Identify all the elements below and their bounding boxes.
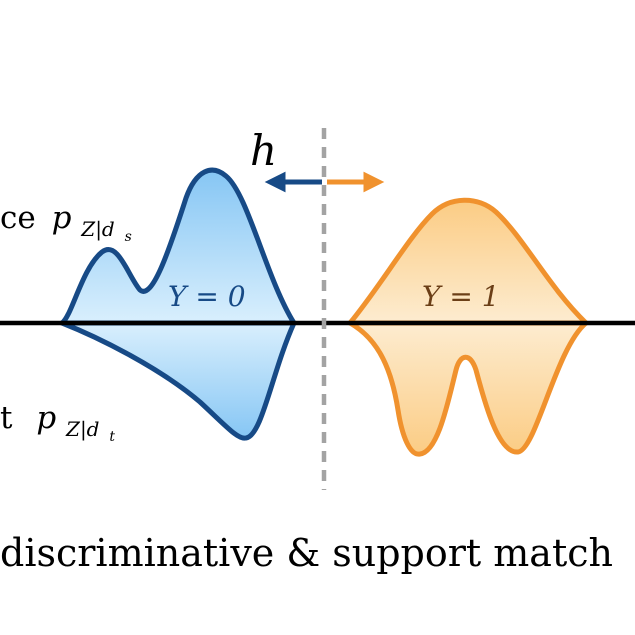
target-class0-density: [59, 320, 297, 441]
target-density-label: t p Z|d t: [0, 400, 115, 445]
hypothesis-label: h: [250, 126, 277, 175]
source-class1-density: [347, 197, 589, 326]
class1-label: Y = 1: [422, 280, 500, 313]
source-class0-density: [59, 167, 297, 326]
target-class1-density: [347, 320, 589, 457]
source-density-label: ce p Z|d s: [0, 200, 132, 245]
caption: discriminative & support match: [0, 531, 613, 575]
class0-label: Y = 0: [168, 280, 246, 313]
